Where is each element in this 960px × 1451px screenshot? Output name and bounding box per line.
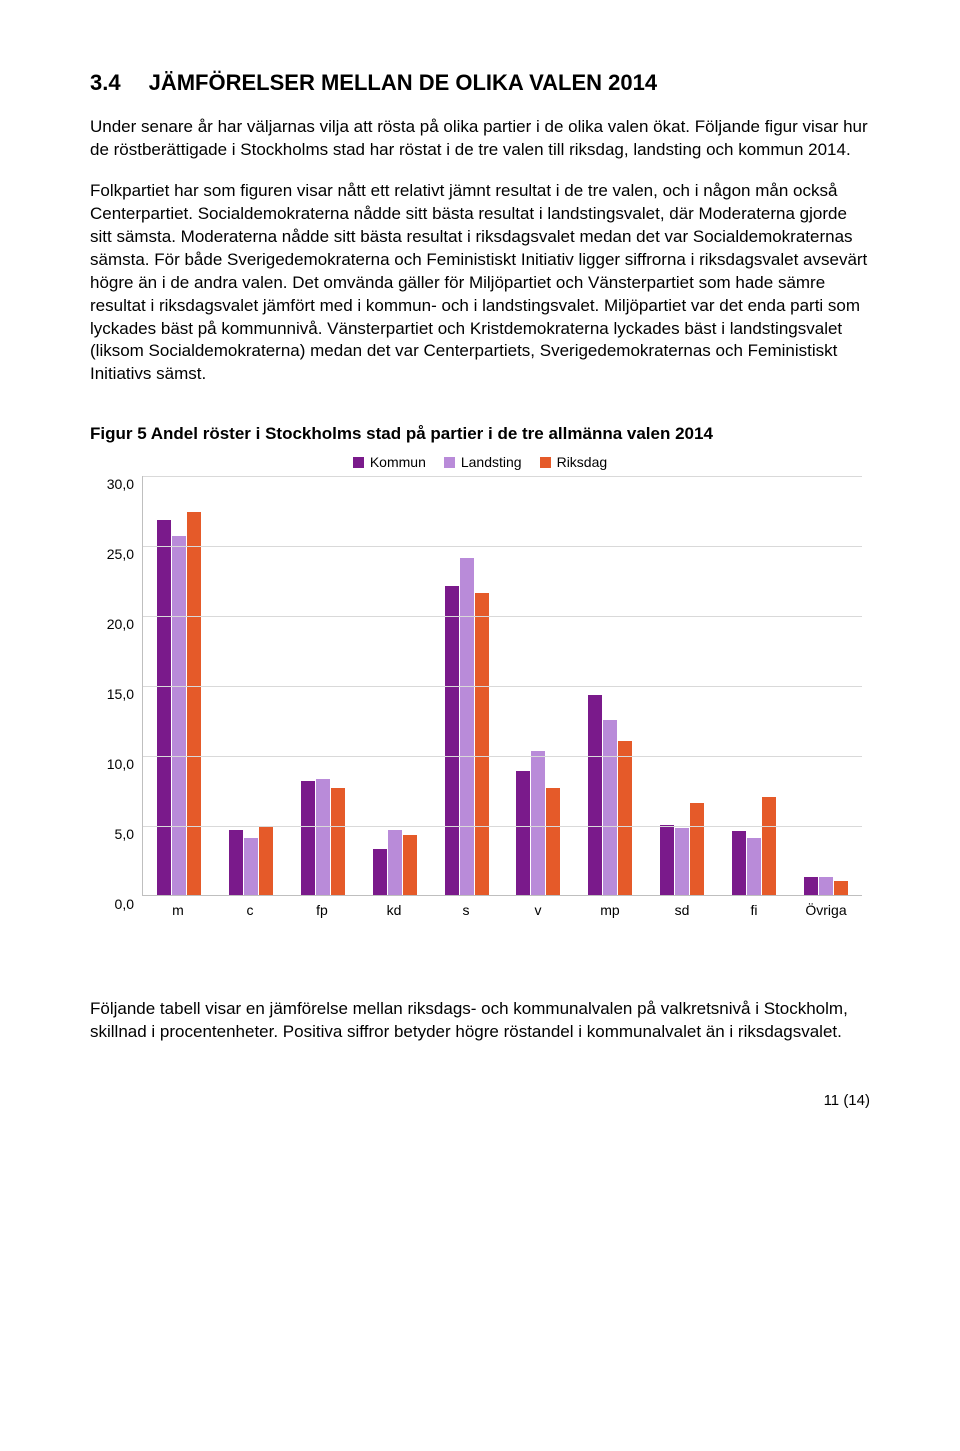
x-tick-label: fp	[286, 896, 358, 918]
y-tick-label: 0,0	[98, 896, 140, 912]
bar	[373, 849, 387, 895]
bar	[531, 751, 545, 895]
y-tick-label: 20,0	[98, 616, 140, 632]
x-tick-label: mp	[574, 896, 646, 918]
bar	[301, 781, 315, 896]
gridline	[143, 826, 862, 827]
gridline	[143, 616, 862, 617]
gridline	[143, 686, 862, 687]
x-axis: mcfpkdsvmpsdfiÖvriga	[142, 896, 862, 918]
bar	[187, 512, 201, 896]
chart-legend: Kommun Landsting Riksdag	[90, 454, 870, 470]
legend-label: Kommun	[370, 454, 426, 470]
bar	[445, 586, 459, 895]
bar	[834, 881, 848, 895]
gridline	[143, 476, 862, 477]
x-tick-label: m	[142, 896, 214, 918]
bar	[747, 838, 761, 895]
section-number: 3.4	[90, 70, 121, 96]
x-tick-label: kd	[358, 896, 430, 918]
bar	[819, 877, 833, 895]
x-tick-label: sd	[646, 896, 718, 918]
section-title: JÄMFÖRELSER MELLAN DE OLIKA VALEN 2014	[149, 70, 658, 95]
bar	[675, 828, 689, 895]
x-tick-label: Övriga	[790, 896, 862, 918]
plot-area	[142, 476, 862, 896]
bar	[331, 788, 345, 896]
bar	[690, 803, 704, 895]
y-tick-label: 5,0	[98, 826, 140, 842]
bar	[316, 779, 330, 895]
bar	[546, 788, 560, 896]
y-axis: 30,025,020,015,010,05,00,0	[98, 476, 140, 896]
legend-label: Riksdag	[557, 454, 608, 470]
bar	[475, 593, 489, 895]
page-number: 11 (14)	[90, 1092, 870, 1109]
legend-swatch	[353, 457, 364, 468]
legend-label: Landsting	[461, 454, 522, 470]
bar	[732, 831, 746, 895]
paragraph-2: Folkpartiet har som figuren visar nått e…	[90, 180, 870, 386]
legend-swatch	[444, 457, 455, 468]
bar	[516, 771, 530, 896]
gridline	[143, 756, 862, 757]
footer-paragraph: Följande tabell visar en jämförelse mell…	[90, 998, 870, 1044]
bar	[229, 830, 243, 896]
gridline	[143, 546, 862, 547]
bar	[460, 558, 474, 895]
bar	[388, 830, 402, 896]
bar	[804, 877, 818, 895]
legend-item: Riksdag	[540, 454, 608, 470]
bar-chart: 30,0 25,0 20,0 15,0 10,0 5,0 0,0 mcfpkdsvmpsdf…	[98, 476, 862, 918]
figure-caption: Figur 5 Andel röster i Stockholms stad p…	[90, 424, 870, 444]
bar	[660, 825, 674, 895]
bar	[172, 536, 186, 896]
y-tick-label: 30,0	[98, 476, 140, 492]
x-tick-label: fi	[718, 896, 790, 918]
x-tick-label: c	[214, 896, 286, 918]
x-tick-label: v	[502, 896, 574, 918]
y-tick-label: 10,0	[98, 756, 140, 772]
bar	[403, 835, 417, 895]
y-tick-label: 25,0	[98, 546, 140, 562]
bar	[762, 797, 776, 895]
legend-item: Kommun	[353, 454, 426, 470]
bar	[603, 720, 617, 895]
bar	[588, 695, 602, 895]
y-tick-label: 15,0	[98, 686, 140, 702]
bar	[244, 838, 258, 895]
legend-item: Landsting	[444, 454, 522, 470]
legend-swatch	[540, 457, 551, 468]
bar	[157, 520, 171, 895]
section-heading: 3.4 JÄMFÖRELSER MELLAN DE OLIKA VALEN 201…	[90, 70, 870, 96]
paragraph-1: Under senare år har väljarnas vilja att …	[90, 116, 870, 162]
bar	[259, 827, 273, 896]
x-tick-label: s	[430, 896, 502, 918]
bar	[618, 741, 632, 895]
